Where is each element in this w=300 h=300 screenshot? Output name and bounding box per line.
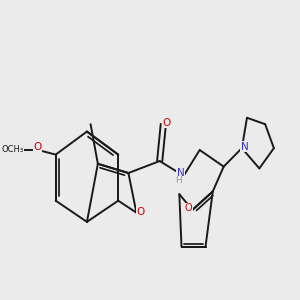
Text: OCH₃: OCH₃	[2, 146, 24, 154]
Text: N: N	[241, 142, 249, 152]
Text: O: O	[136, 207, 144, 217]
Text: H: H	[175, 176, 182, 185]
Text: N: N	[177, 169, 185, 178]
Text: O: O	[34, 142, 42, 152]
Text: O: O	[185, 203, 193, 213]
Text: O: O	[163, 118, 171, 128]
